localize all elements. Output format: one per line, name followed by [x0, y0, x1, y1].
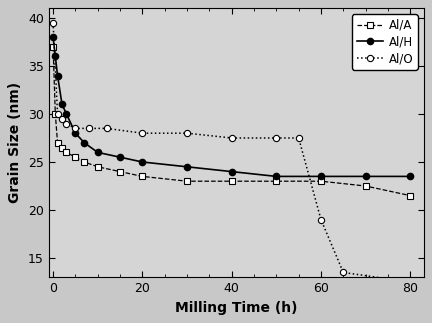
Legend: Al/A, Al/H, Al/O: Al/A, Al/H, Al/O — [352, 14, 418, 70]
Al/H — [229, 170, 234, 173]
Al/H — [51, 35, 56, 39]
Al/H — [184, 165, 190, 169]
Al/H — [53, 54, 58, 58]
Al/A — [363, 184, 368, 188]
Al/O — [51, 21, 56, 25]
Al/H — [140, 160, 145, 164]
Al/H — [82, 141, 87, 145]
Line: Al/H: Al/H — [50, 34, 413, 180]
Al/H — [363, 174, 368, 178]
Al/H — [64, 112, 69, 116]
Al/O — [73, 126, 78, 130]
Line: Al/A: Al/A — [50, 44, 413, 198]
Al/A — [229, 179, 234, 183]
Al/O — [64, 122, 69, 126]
Al/H — [60, 102, 65, 106]
Al/O — [60, 117, 65, 121]
Al/O — [229, 136, 234, 140]
Al/A — [82, 160, 87, 164]
Al/A — [118, 170, 123, 173]
Al/A — [51, 45, 56, 49]
Al/O — [296, 136, 301, 140]
Al/H — [73, 131, 78, 135]
Al/H — [408, 174, 413, 178]
Al/O — [318, 218, 324, 222]
Al/A — [55, 141, 60, 145]
Al/O — [86, 126, 92, 130]
Al/H — [118, 155, 123, 159]
Al/O — [408, 280, 413, 284]
Y-axis label: Grain Size (nm): Grain Size (nm) — [8, 82, 22, 203]
X-axis label: Milling Time (h): Milling Time (h) — [175, 301, 297, 315]
Al/A — [95, 165, 100, 169]
Al/H — [274, 174, 279, 178]
Al/A — [408, 194, 413, 198]
Al/H — [95, 151, 100, 154]
Al/O — [341, 270, 346, 274]
Al/A — [53, 112, 58, 116]
Al/A — [274, 179, 279, 183]
Al/A — [318, 179, 324, 183]
Al/A — [64, 151, 69, 154]
Al/A — [184, 179, 190, 183]
Al/O — [104, 126, 109, 130]
Al/A — [73, 155, 78, 159]
Al/A — [60, 146, 65, 150]
Al/O — [140, 131, 145, 135]
Line: Al/O: Al/O — [50, 20, 413, 285]
Al/O — [55, 112, 60, 116]
Al/A — [140, 174, 145, 178]
Al/O — [184, 131, 190, 135]
Al/H — [55, 74, 60, 78]
Al/H — [318, 174, 324, 178]
Al/O — [274, 136, 279, 140]
